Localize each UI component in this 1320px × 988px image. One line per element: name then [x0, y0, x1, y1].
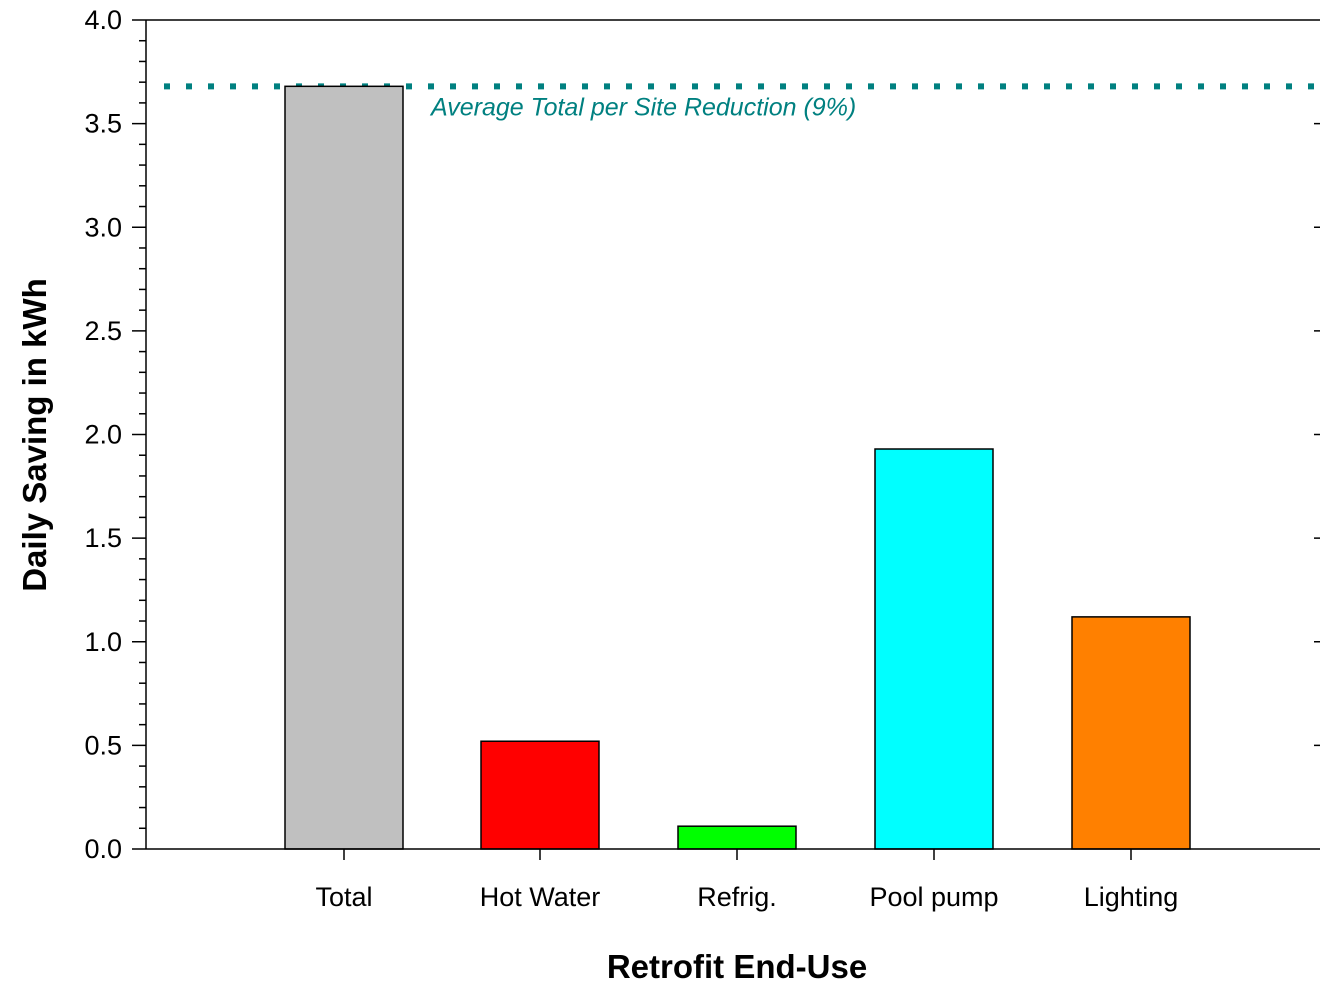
- y-tick-label: 0.5: [84, 730, 122, 760]
- x-tick-label: Total: [315, 882, 372, 912]
- y-tick-label: 1.5: [84, 523, 122, 553]
- bars: [284, 85, 1191, 850]
- y-tick-label: 1.0: [84, 627, 122, 657]
- x-tick-label: Lighting: [1084, 882, 1179, 912]
- x-axis-ticks: Total Hot Water Refrig. Pool pump Lighting: [315, 849, 1178, 912]
- x-tick-label: Refrig.: [697, 882, 777, 912]
- y-tick-label: 3.5: [84, 109, 122, 139]
- y-tick-label: 4.0: [84, 5, 122, 35]
- bar: [284, 85, 404, 850]
- bar: [874, 448, 994, 850]
- y-tick-label: 3.0: [84, 212, 122, 242]
- bar: [480, 740, 600, 850]
- reference-line-label: Average Total per Site Reduction (9%): [429, 93, 856, 121]
- y-tick-label: 0.0: [84, 834, 122, 864]
- y-tick-label: 2.0: [84, 420, 122, 450]
- y-axis-ticks: 0.0 0.5 1.0 1.5 2.0 2.5 3.0 3.5 4.0: [84, 5, 1320, 864]
- x-axis-title: Retrofit End-Use: [607, 948, 867, 983]
- bar: [1071, 616, 1191, 850]
- y-axis-title: Daily Saving in kWh: [16, 278, 53, 592]
- x-tick-label: Hot Water: [480, 882, 601, 912]
- y-tick-label: 2.5: [84, 316, 122, 346]
- x-tick-label: Pool pump: [869, 882, 998, 912]
- bar: [677, 825, 797, 850]
